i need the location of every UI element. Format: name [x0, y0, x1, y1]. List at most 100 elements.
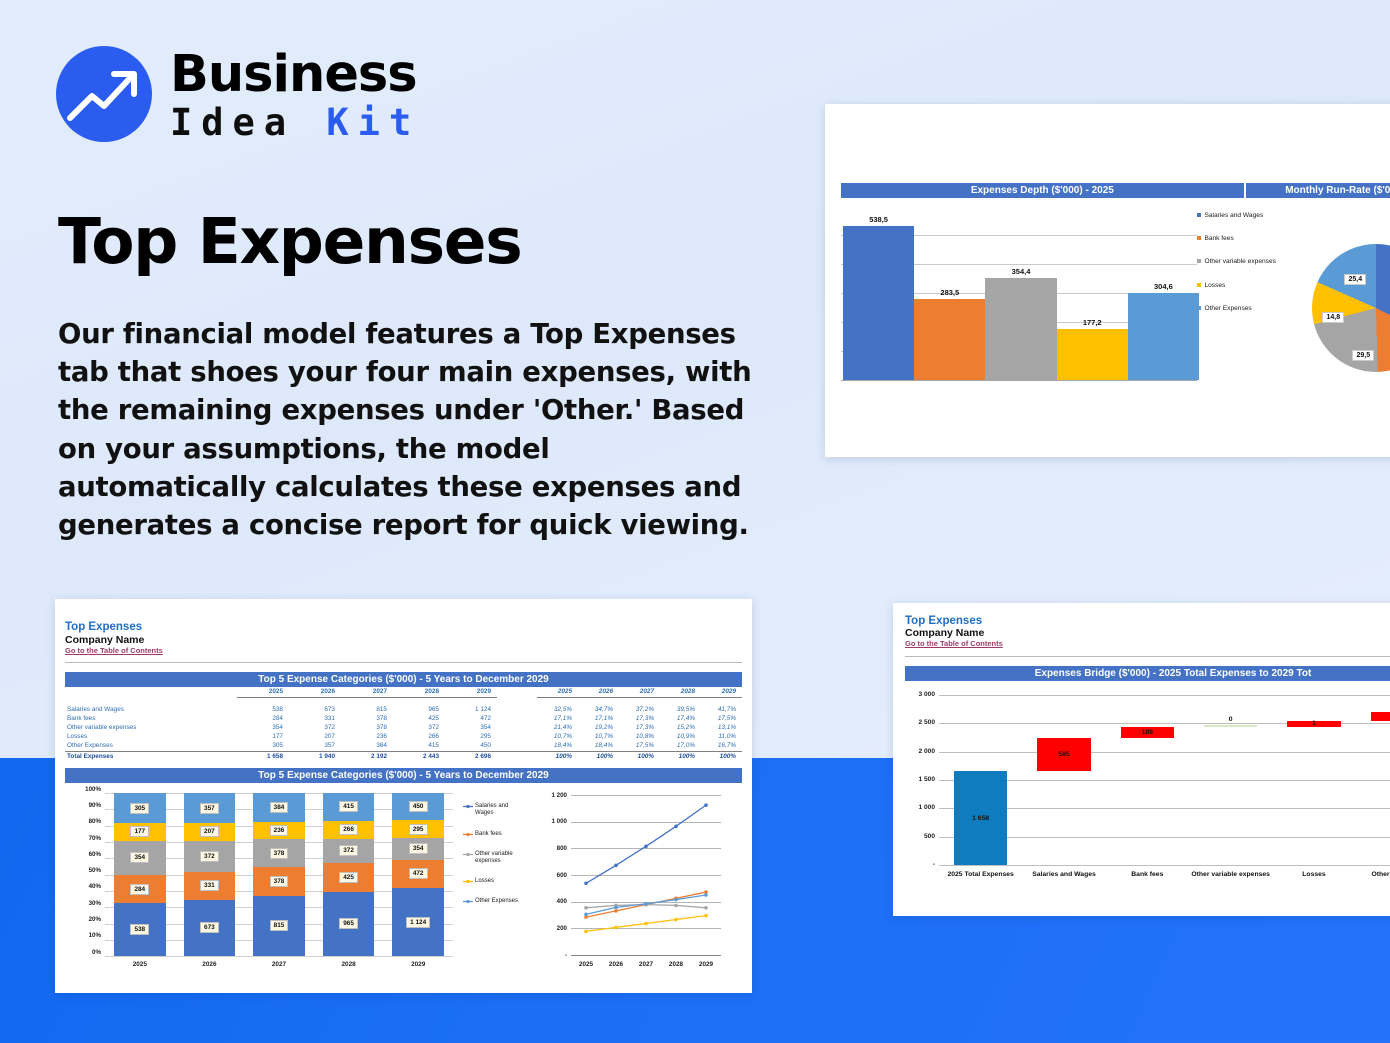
x-axis-tick: 2028	[341, 961, 356, 969]
cell-value: 372	[428, 724, 439, 732]
legend-item: Other variable expenses	[1197, 258, 1292, 266]
spacer	[497, 723, 537, 732]
stacked-segment: 815	[253, 895, 305, 957]
x-axis-tick: 2025 Total Expenses	[947, 871, 1014, 878]
y-axis-tick: 0%	[92, 948, 101, 956]
segment-value-label: 357	[200, 802, 219, 814]
expense-table-band: Top 5 Expense Categories ($'000) - 5 Yea…	[65, 672, 742, 687]
y-axis-tick: 10%	[88, 932, 101, 940]
cell-value: 384	[376, 742, 387, 750]
legend-label: Other Expenses	[475, 898, 519, 905]
stacked-segment: 372	[322, 838, 375, 864]
cell-pct: 39,5%	[676, 705, 695, 713]
stacked-segment: 305	[114, 793, 166, 824]
segment-value-label: 295	[408, 823, 428, 835]
y-axis-tick: 1 000	[918, 804, 935, 812]
legend-label: Losses	[1204, 281, 1226, 289]
expenses-depth-column-chart: 538,5 283,5 354,4 177,2 304,6	[841, 206, 1200, 381]
table-of-contents-link[interactable]: Go to the Table of Contents	[905, 639, 1003, 648]
segment-value-label: 673	[200, 922, 219, 934]
cell-pct: 17,1%	[594, 714, 613, 722]
x-axis-tick: Losses	[1302, 871, 1326, 878]
cell-pct: 17,4%	[676, 714, 695, 722]
waterfall-column: 1	[1272, 695, 1355, 865]
brand-name-primary: Business	[170, 45, 418, 104]
expenses-bridge-waterfall-chart: 1 658 585 189 0 1 - 500 1 000 1 500 2 000 2 500 3 …	[893, 687, 1390, 892]
segment-value-label: 425	[339, 872, 358, 884]
x-axis-tick: 2027	[271, 961, 287, 969]
cell-value: 965	[428, 705, 439, 713]
table-of-contents-link[interactable]: Go to the Table of Contents	[65, 646, 163, 655]
cell-value: 425	[428, 714, 439, 722]
bar-value-label: 304,6	[1154, 281, 1173, 291]
legend-swatch	[1197, 236, 1202, 241]
table-header-row: 2025 2026 2027 2028 2029 2025 2026 2027 2028 2029	[65, 687, 742, 699]
legend-label: Losses	[475, 878, 495, 885]
cell-pct: 100%	[619, 750, 660, 762]
row-label: Other Expenses	[67, 742, 113, 750]
cell-pct: 17,5%	[635, 742, 654, 750]
panel-title: Top Expenses	[905, 615, 983, 627]
cell-pct: 34,7%	[594, 705, 613, 713]
segment-value-label: 305	[130, 802, 150, 814]
depth-bar: 177,2	[1056, 318, 1128, 380]
x-axis-tick: 2028	[668, 961, 684, 969]
row-label: Total Expenses	[65, 750, 237, 762]
waterfall-column: 0	[1189, 695, 1272, 865]
stacked-segment: 207	[183, 823, 236, 841]
cell-pct: 100%	[578, 750, 619, 762]
column-header-year: 2029	[445, 687, 497, 699]
depth-bar: 354,4	[985, 267, 1057, 380]
waterfall-value-label: 0	[1228, 715, 1233, 723]
y-axis-tick: 80%	[88, 818, 101, 826]
cell-pct: 10,7%	[594, 733, 613, 741]
x-axis-tick: 2026	[202, 961, 217, 969]
stacked-segment: 965	[322, 891, 375, 957]
expense-table: 2025 2026 2027 2028 2029 2025 2026 2027 2028 2029…	[65, 687, 742, 762]
expenses-depth-panel: Expenses Depth ($'000) - 2025 Monthly Ru…	[825, 104, 1390, 457]
segment-value-label: 965	[339, 918, 358, 930]
legend-line	[463, 804, 473, 809]
segment-value-label: 284	[130, 883, 150, 895]
y-axis-tick: -	[564, 951, 567, 959]
bar-value-label: 538,5	[869, 214, 888, 224]
expenses-bridge-panel: Top Expenses Company Name Go to the Tabl…	[893, 603, 1390, 916]
legend-label: Other variable expenses	[1204, 258, 1276, 266]
y-axis-tick: 1 000	[551, 818, 567, 826]
segment-value-label: 177	[130, 826, 150, 838]
spacer	[497, 750, 537, 762]
waterfall-block: 585	[1037, 737, 1091, 772]
row-label: Other variable expenses	[67, 724, 137, 732]
expenses-depth-legend: Salaries and Wages Bank fees Other variabl…	[1197, 198, 1292, 381]
spacer-row	[65, 698, 742, 705]
column-header-year-pct: 2026	[578, 687, 619, 699]
expense-stacked-bar-chart: 305 177 354 284 538 357 207 372 331 673 384 236 378 3…	[61, 786, 461, 989]
growth-arrow-icon	[56, 46, 152, 142]
table-total-row: Total Expenses 1 658 1 940 2 192 2 443 2 696 1…	[65, 750, 742, 762]
page-description: Our financial model features a Top Expen…	[58, 318, 752, 542]
cell-value: 378	[376, 724, 387, 732]
column-header-year: 2025	[237, 687, 289, 699]
legend-item: Bank fees	[1197, 235, 1292, 243]
stacked-segment: 1 124	[392, 888, 444, 957]
stacked-segment: 472	[392, 859, 444, 889]
legend-item: Salaries and Wages	[463, 803, 525, 817]
cell-pct: 37,2%	[635, 705, 654, 713]
cell-value: 2 696	[445, 750, 497, 762]
table-row: Losses 177 207 236 266 295 10,7% 10,7% 10,8% 10,9…	[65, 732, 742, 741]
y-axis-tick: 200	[556, 924, 567, 932]
column-header-year-pct: 2025	[537, 687, 578, 699]
legend-swatch	[1197, 282, 1202, 287]
segment-value-label: 331	[200, 880, 219, 892]
panel-subtitle: Company Name	[905, 627, 985, 639]
cell-value: 1 658	[237, 750, 289, 762]
column-header-year: 2026	[289, 687, 341, 699]
cell-pct: 15,2%	[676, 724, 695, 732]
spacer	[497, 705, 537, 714]
legend-item: Other Expenses	[463, 898, 525, 905]
y-axis-tick: 2 000	[918, 747, 935, 755]
stacked-column: 384 236 378 378 815	[244, 793, 314, 957]
spacer	[497, 714, 537, 723]
cell-value: 2 443	[393, 750, 445, 762]
stacked-column: 357 207 372 331 673	[175, 793, 245, 957]
